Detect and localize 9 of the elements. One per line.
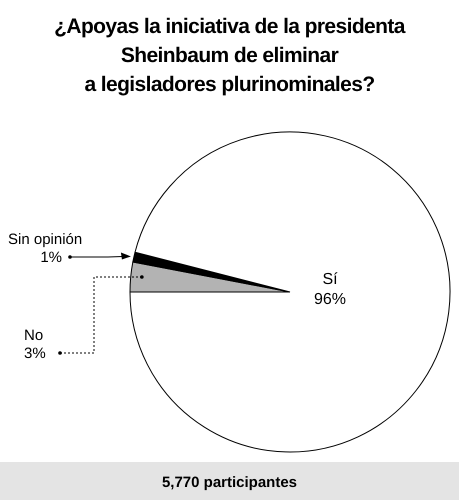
data-label: 96%: [314, 291, 346, 308]
data-label: 3%: [24, 345, 46, 362]
pie-slice: [130, 132, 450, 452]
slice-label: No: [24, 327, 44, 344]
chart-title: ¿Apoyas la iniciativa de la presidenta Sheinbaum de eliminar a legisladores plurinominales?: [54, 15, 406, 96]
slice-label: Sí: [322, 271, 338, 288]
data-label: 1%: [40, 249, 62, 266]
slice-label: Sin opinión: [8, 231, 82, 248]
text: 5,770 participantes: [162, 474, 298, 491]
